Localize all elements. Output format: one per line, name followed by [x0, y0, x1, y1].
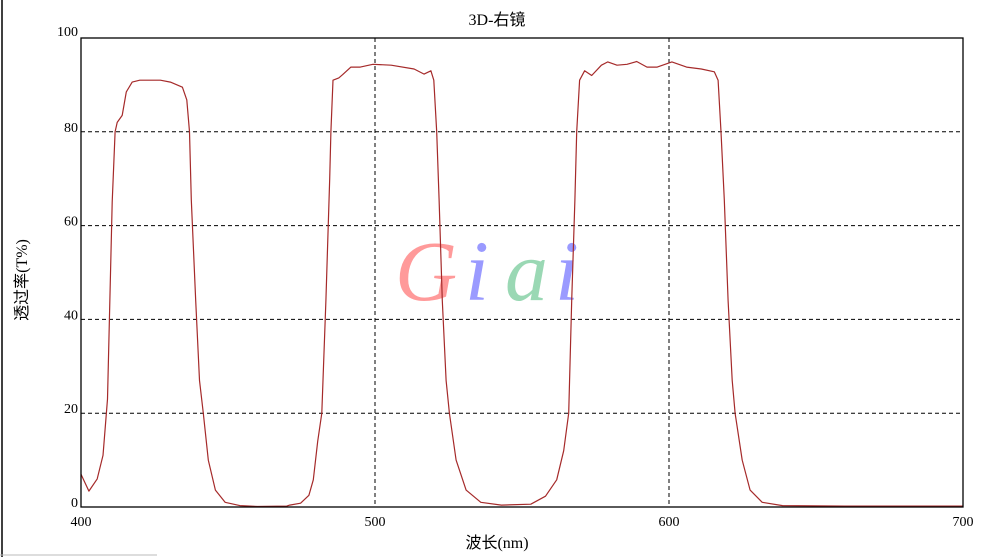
- x-tick-label: 600: [659, 515, 680, 530]
- y-tick-label: 20: [64, 402, 78, 417]
- y-tick-label: 80: [64, 121, 78, 136]
- x-tick-label: 400: [71, 515, 92, 530]
- y-tick-label: 100: [57, 25, 78, 40]
- x-tick-label: 700: [953, 515, 974, 530]
- y-tick-label: 60: [64, 215, 78, 230]
- watermark-letter: i: [465, 223, 489, 319]
- watermark-letter: a: [505, 223, 548, 319]
- x-tick-label: 500: [365, 515, 386, 530]
- y-tick-label: 0: [71, 496, 78, 511]
- series-layer: [80, 60, 963, 508]
- plot-frame: [80, 37, 964, 508]
- y-axis-label: 透过率(T%): [13, 239, 31, 321]
- y-tick-label: 40: [64, 308, 78, 323]
- watermark-letter: i: [555, 223, 579, 319]
- x-axis-label: 波长(nm): [465, 534, 528, 552]
- transmission-curve: [80, 60, 963, 508]
- watermark-letter: G: [395, 223, 457, 319]
- gridlines: [81, 38, 963, 507]
- chart-title: 3D-右镜: [469, 10, 526, 29]
